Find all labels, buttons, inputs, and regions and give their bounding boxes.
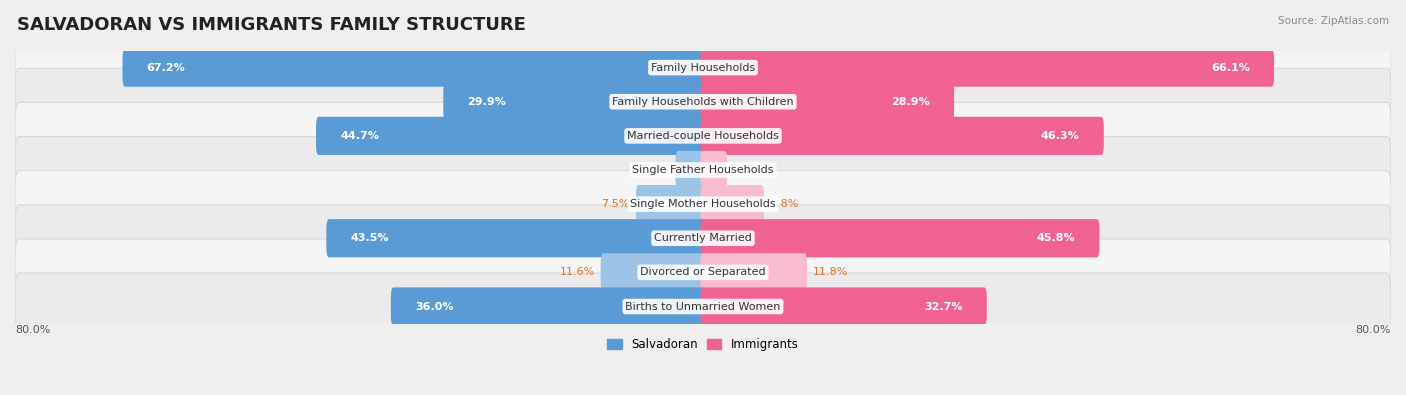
FancyBboxPatch shape bbox=[15, 273, 1391, 340]
FancyBboxPatch shape bbox=[600, 253, 706, 292]
FancyBboxPatch shape bbox=[700, 117, 1104, 155]
FancyBboxPatch shape bbox=[391, 288, 706, 325]
Text: 28.9%: 28.9% bbox=[891, 97, 929, 107]
FancyBboxPatch shape bbox=[15, 239, 1391, 306]
Legend: Salvadoran, Immigrants: Salvadoran, Immigrants bbox=[603, 333, 803, 356]
Text: 46.3%: 46.3% bbox=[1040, 131, 1080, 141]
Text: Family Households with Children: Family Households with Children bbox=[612, 97, 794, 107]
FancyBboxPatch shape bbox=[15, 102, 1391, 169]
Text: 66.1%: 66.1% bbox=[1211, 63, 1250, 73]
FancyBboxPatch shape bbox=[15, 171, 1391, 237]
Text: 11.6%: 11.6% bbox=[560, 267, 595, 277]
Text: Single Mother Households: Single Mother Households bbox=[630, 199, 776, 209]
Text: Family Households: Family Households bbox=[651, 63, 755, 73]
Text: 80.0%: 80.0% bbox=[15, 325, 51, 335]
FancyBboxPatch shape bbox=[700, 253, 807, 292]
Text: Currently Married: Currently Married bbox=[654, 233, 752, 243]
Text: 6.8%: 6.8% bbox=[770, 199, 799, 209]
FancyBboxPatch shape bbox=[700, 288, 987, 325]
FancyBboxPatch shape bbox=[675, 151, 706, 189]
Text: 7.5%: 7.5% bbox=[602, 199, 630, 209]
FancyBboxPatch shape bbox=[700, 83, 955, 121]
FancyBboxPatch shape bbox=[316, 117, 706, 155]
FancyBboxPatch shape bbox=[15, 205, 1391, 272]
FancyBboxPatch shape bbox=[443, 83, 706, 121]
Text: Single Father Households: Single Father Households bbox=[633, 165, 773, 175]
Text: Divorced or Separated: Divorced or Separated bbox=[640, 267, 766, 277]
Text: 45.8%: 45.8% bbox=[1036, 233, 1076, 243]
Text: 2.5%: 2.5% bbox=[733, 165, 762, 175]
Text: 43.5%: 43.5% bbox=[350, 233, 389, 243]
Text: Married-couple Households: Married-couple Households bbox=[627, 131, 779, 141]
Text: 80.0%: 80.0% bbox=[1355, 325, 1391, 335]
Text: Births to Unmarried Women: Births to Unmarried Women bbox=[626, 301, 780, 312]
FancyBboxPatch shape bbox=[15, 137, 1391, 203]
FancyBboxPatch shape bbox=[700, 185, 763, 223]
FancyBboxPatch shape bbox=[700, 219, 1099, 258]
FancyBboxPatch shape bbox=[700, 49, 1274, 87]
Text: 32.7%: 32.7% bbox=[924, 301, 963, 312]
Text: 2.9%: 2.9% bbox=[641, 165, 669, 175]
Text: 36.0%: 36.0% bbox=[415, 301, 453, 312]
Text: 11.8%: 11.8% bbox=[813, 267, 848, 277]
Text: 29.9%: 29.9% bbox=[467, 97, 506, 107]
Text: 44.7%: 44.7% bbox=[340, 131, 380, 141]
FancyBboxPatch shape bbox=[15, 68, 1391, 135]
FancyBboxPatch shape bbox=[122, 49, 706, 87]
FancyBboxPatch shape bbox=[326, 219, 706, 258]
Text: 67.2%: 67.2% bbox=[146, 63, 186, 73]
FancyBboxPatch shape bbox=[700, 151, 727, 189]
FancyBboxPatch shape bbox=[15, 34, 1391, 101]
FancyBboxPatch shape bbox=[636, 185, 706, 223]
Text: SALVADORAN VS IMMIGRANTS FAMILY STRUCTURE: SALVADORAN VS IMMIGRANTS FAMILY STRUCTUR… bbox=[17, 16, 526, 34]
Text: Source: ZipAtlas.com: Source: ZipAtlas.com bbox=[1278, 16, 1389, 26]
